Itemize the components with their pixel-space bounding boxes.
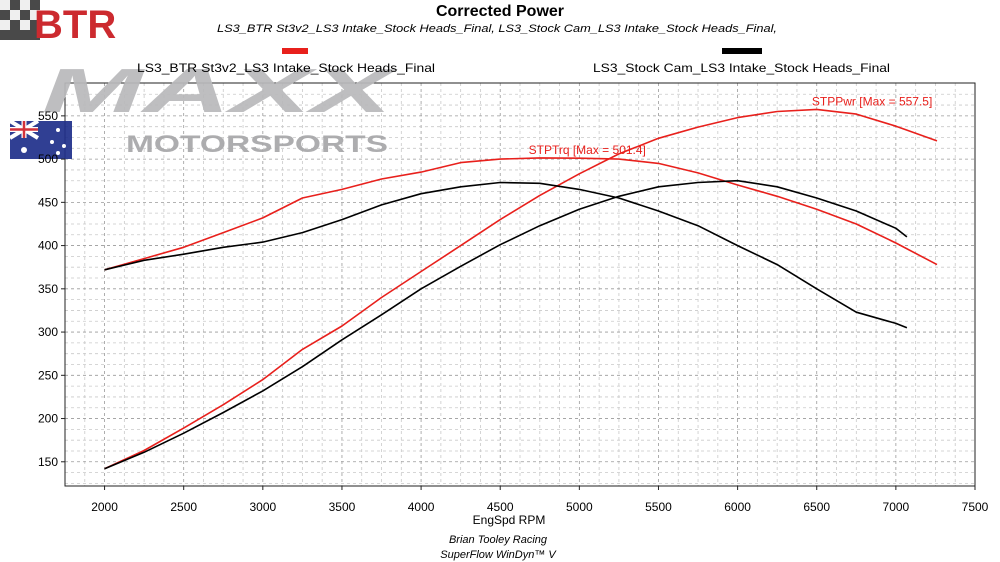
x-tick-label: 6500 xyxy=(803,500,830,514)
footer-line-2: SuperFlow WinDyn™ V xyxy=(440,549,557,561)
x-tick-label: 4500 xyxy=(487,500,514,514)
series-lines xyxy=(104,108,938,470)
btr-maxx-logo: BTR MAXX MOTORSPORTS xyxy=(0,0,399,159)
logo-btr-text: BTR xyxy=(34,3,116,47)
chart-subtitle: LS3_BTR St3v2_LS3 Intake_Stock Heads_Fin… xyxy=(217,23,777,35)
y-tick-label: 400 xyxy=(38,239,58,253)
btr-stptrq-line xyxy=(104,157,938,271)
x-axis: 2000 2500 3000 3500 4000 4500 5000 5500 6000 6500… xyxy=(91,486,989,514)
logo-motorsports-text: MOTORSPORTS xyxy=(126,131,388,158)
chart-title: Corrected Power xyxy=(436,3,564,20)
annotation-stppwr: STPPwr [Max = 557.5] xyxy=(812,94,932,108)
x-tick-label: 5500 xyxy=(645,500,672,514)
btr-stppwr-line xyxy=(104,108,938,470)
y-tick-label: 200 xyxy=(38,412,58,426)
x-tick-label: 3000 xyxy=(249,500,276,514)
footer-line-1: Brian Tooley Racing xyxy=(449,534,548,546)
legend-label-btr: LS3_BTR St3v2_LS3 Intake_Stock Heads_Fin… xyxy=(137,61,435,75)
australian-flag-icon xyxy=(8,119,72,159)
x-tick-label: 2000 xyxy=(91,500,118,514)
x-tick-label: 7000 xyxy=(883,500,910,514)
x-axis-title: EngSpd RPM xyxy=(473,513,546,527)
stock-stppwr-line xyxy=(104,179,908,470)
x-tick-label: 4000 xyxy=(408,500,435,514)
x-tick-label: 7500 xyxy=(962,500,989,514)
y-tick-label: 350 xyxy=(38,282,58,296)
annotations: STPPwr [Max = 557.5] STPTrq [Max = 501.4] xyxy=(529,94,933,156)
y-tick-label: 450 xyxy=(38,195,58,209)
y-tick-label: 250 xyxy=(38,368,58,382)
stock-stptrq-line xyxy=(104,181,908,329)
annotation-stptrq: STPTrq [Max = 501.4] xyxy=(529,143,646,157)
y-tick-label: 550 xyxy=(38,109,58,123)
y-tick-label: 500 xyxy=(38,152,58,166)
x-tick-label: 3500 xyxy=(329,500,356,514)
y-axis: 150 200 250 300 350 400 450 500 550 xyxy=(38,109,65,469)
x-tick-label: 2500 xyxy=(170,500,197,514)
logo-maxx-text: MAXX xyxy=(42,57,399,126)
plot-frame xyxy=(64,82,976,487)
x-tick-label: 6000 xyxy=(724,500,751,514)
legend-label-stock: LS3_Stock Cam_LS3 Intake_Stock Heads_Fin… xyxy=(593,61,890,75)
legend-swatch-stock xyxy=(722,48,762,54)
x-tick-label: 5000 xyxy=(566,500,593,514)
y-tick-label: 300 xyxy=(38,325,58,339)
legend-swatch-btr xyxy=(282,48,308,54)
y-tick-label: 150 xyxy=(38,455,58,469)
